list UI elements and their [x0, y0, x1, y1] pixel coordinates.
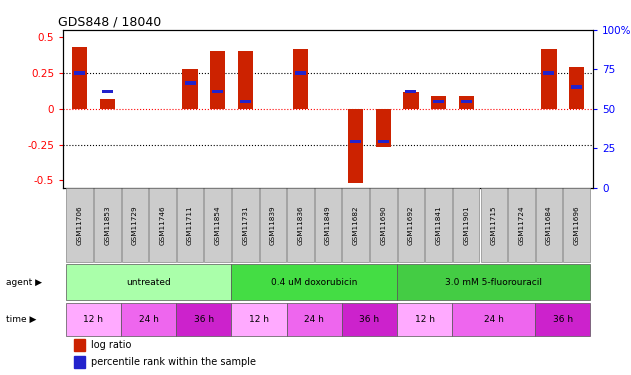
Bar	[232, 264, 397, 300]
Bar	[378, 140, 389, 144]
Bar	[403, 92, 418, 109]
Text: 24 h: 24 h	[139, 315, 158, 324]
Bar	[398, 188, 424, 262]
Text: GSM11715: GSM11715	[491, 205, 497, 245]
Text: GSM11901: GSM11901	[463, 205, 469, 245]
Bar	[295, 71, 306, 75]
Text: GSM11746: GSM11746	[160, 205, 165, 245]
Bar	[176, 303, 232, 336]
Bar	[204, 188, 231, 262]
Bar	[541, 49, 557, 109]
Bar	[375, 109, 391, 147]
Bar	[259, 188, 286, 262]
Bar	[74, 71, 85, 75]
Text: GSM11839: GSM11839	[270, 205, 276, 245]
Text: 24 h: 24 h	[304, 315, 324, 324]
Bar	[431, 96, 446, 109]
Bar	[66, 303, 121, 336]
Text: GSM11684: GSM11684	[546, 205, 552, 245]
Text: GSM11849: GSM11849	[325, 205, 331, 245]
Text: GSM11836: GSM11836	[297, 205, 304, 245]
Text: 36 h: 36 h	[360, 315, 380, 324]
Bar	[536, 188, 562, 262]
Bar	[350, 140, 361, 144]
Bar	[149, 188, 175, 262]
Bar	[232, 188, 259, 262]
Text: agent ▶: agent ▶	[6, 278, 42, 286]
Bar	[74, 356, 85, 368]
Bar	[563, 188, 590, 262]
Text: 0.4 uM doxorubicin: 0.4 uM doxorubicin	[271, 278, 358, 286]
Bar	[182, 69, 198, 109]
Text: GSM11696: GSM11696	[574, 205, 580, 245]
Bar	[232, 303, 286, 336]
Bar	[535, 303, 591, 336]
Bar	[72, 47, 87, 109]
Text: GSM11731: GSM11731	[242, 205, 249, 245]
Text: untreated: untreated	[126, 278, 171, 286]
Bar	[240, 100, 251, 104]
Bar	[453, 188, 480, 262]
Bar	[100, 99, 115, 109]
Bar	[433, 100, 444, 104]
Bar	[122, 188, 148, 262]
Bar	[102, 90, 113, 93]
Bar	[238, 51, 253, 109]
Text: 36 h: 36 h	[553, 315, 573, 324]
Text: 12 h: 12 h	[83, 315, 103, 324]
Bar	[315, 188, 341, 262]
Bar	[405, 90, 416, 93]
Bar	[342, 303, 397, 336]
Text: GSM11690: GSM11690	[380, 205, 386, 245]
Text: time ▶: time ▶	[6, 315, 37, 324]
Text: log ratio: log ratio	[91, 340, 131, 350]
Bar	[177, 188, 203, 262]
Text: GDS848 / 18040: GDS848 / 18040	[58, 16, 161, 29]
Bar	[66, 264, 232, 300]
Bar	[461, 100, 471, 104]
Bar	[452, 303, 535, 336]
Bar	[370, 188, 396, 262]
Text: 12 h: 12 h	[249, 315, 269, 324]
Bar	[94, 188, 121, 262]
Text: GSM11692: GSM11692	[408, 205, 414, 245]
Text: GSM11706: GSM11706	[76, 205, 83, 245]
Text: GSM11711: GSM11711	[187, 205, 193, 245]
Bar	[343, 188, 369, 262]
Bar	[121, 303, 176, 336]
Bar	[286, 303, 342, 336]
Bar	[543, 71, 555, 75]
Bar	[287, 188, 314, 262]
Text: 3.0 mM 5-fluorouracil: 3.0 mM 5-fluorouracil	[445, 278, 542, 286]
Bar	[293, 49, 308, 109]
Text: GSM11841: GSM11841	[435, 205, 442, 245]
Text: GSM11724: GSM11724	[518, 205, 524, 245]
Bar	[480, 188, 507, 262]
Bar	[184, 81, 196, 85]
Text: 12 h: 12 h	[415, 315, 435, 324]
Bar	[212, 90, 223, 93]
Text: GSM11729: GSM11729	[132, 205, 138, 245]
Bar	[397, 303, 452, 336]
Bar	[397, 264, 591, 300]
Bar	[425, 188, 452, 262]
Bar	[508, 188, 534, 262]
Bar	[569, 67, 584, 109]
Bar	[459, 96, 474, 109]
Bar	[74, 339, 85, 351]
Bar	[66, 188, 93, 262]
Text: 36 h: 36 h	[194, 315, 214, 324]
Bar	[348, 109, 363, 183]
Text: GSM11854: GSM11854	[215, 205, 221, 245]
Bar	[571, 86, 582, 89]
Text: GSM11853: GSM11853	[104, 205, 110, 245]
Text: percentile rank within the sample: percentile rank within the sample	[91, 357, 256, 367]
Text: 24 h: 24 h	[484, 315, 504, 324]
Bar	[210, 51, 225, 109]
Text: GSM11682: GSM11682	[353, 205, 359, 245]
